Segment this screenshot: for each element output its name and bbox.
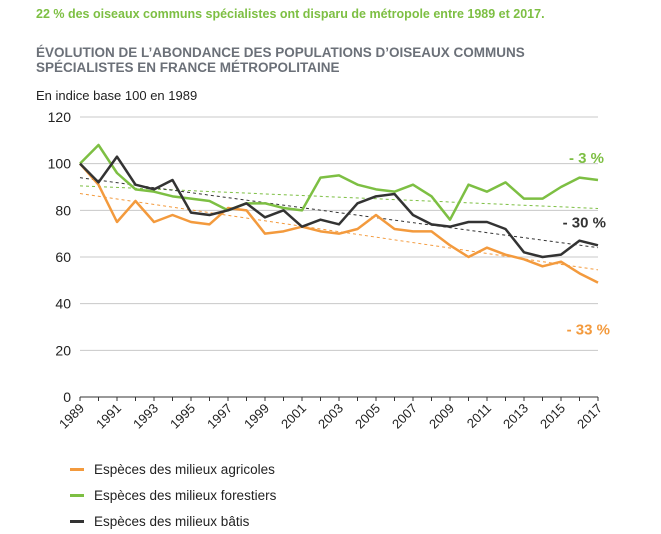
chart-legend: Espèces des milieux agricoles Espèces des… bbox=[70, 456, 276, 534]
y-tick-label: 120 bbox=[48, 109, 72, 125]
y-tick-label: 40 bbox=[55, 296, 71, 312]
y-tick-label: 20 bbox=[55, 342, 71, 358]
series-line bbox=[79, 162, 599, 284]
series-end-label: - 33 % bbox=[567, 322, 610, 339]
x-tick-label: 2007 bbox=[389, 401, 420, 432]
x-tick-label: 1995 bbox=[167, 401, 198, 432]
series-line bbox=[79, 143, 599, 221]
y-tick-label: 0 bbox=[63, 389, 71, 405]
chart-subtitle: En indice base 100 en 1989 bbox=[36, 88, 198, 103]
x-tick-label: 1993 bbox=[130, 401, 161, 432]
y-tick-label: 100 bbox=[48, 156, 72, 172]
x-tick-label: 2003 bbox=[315, 401, 346, 432]
x-tick-label: 2011 bbox=[464, 401, 494, 431]
y-tick-label: 80 bbox=[55, 202, 71, 218]
series-end-label: - 3 % bbox=[569, 150, 604, 167]
x-tick-label: 1999 bbox=[241, 401, 272, 432]
x-tick-label: 1997 bbox=[204, 401, 235, 432]
legend-label: Espèces des milieux agricoles bbox=[94, 461, 275, 477]
series-line bbox=[79, 155, 599, 259]
legend-swatch bbox=[70, 519, 84, 523]
series-end-label: - 30 % bbox=[563, 214, 606, 231]
headline: 22 % des oiseaux communs spécialistes on… bbox=[36, 7, 545, 21]
legend-swatch bbox=[70, 467, 84, 471]
x-tick-label: 1989 bbox=[56, 401, 87, 432]
legend-swatch bbox=[70, 493, 84, 497]
x-tick-label: 2001 bbox=[278, 401, 309, 432]
x-tick-label: 2017 bbox=[574, 401, 605, 432]
legend-item: Espèces des milieux agricoles bbox=[70, 456, 276, 482]
x-tick-label: 2005 bbox=[352, 401, 383, 432]
chart-title-line-1: ÉVOLUTION DE L’ABONDANCE DES POPULATIONS… bbox=[36, 45, 525, 60]
y-tick-label: 60 bbox=[55, 249, 71, 265]
legend-item: Espèces des milieux forestiers bbox=[70, 482, 276, 508]
x-tick-label: 2015 bbox=[537, 401, 568, 432]
x-tick-label: 2009 bbox=[426, 401, 457, 432]
legend-label: Espèces des milieux bâtis bbox=[94, 513, 250, 529]
x-tick-label: 2013 bbox=[500, 401, 531, 432]
chart-title: ÉVOLUTION DE L’ABONDANCE DES POPULATIONS… bbox=[36, 45, 636, 75]
trend-line bbox=[79, 185, 599, 209]
legend-label: Espèces des milieux forestiers bbox=[94, 487, 277, 503]
legend-item: Espèces des milieux bâtis bbox=[70, 508, 276, 534]
x-tick-label: 1991 bbox=[93, 401, 124, 432]
chart-title-line-2: SPÉCIALISTES EN FRANCE MÉTROPOLITAINE bbox=[36, 60, 340, 75]
